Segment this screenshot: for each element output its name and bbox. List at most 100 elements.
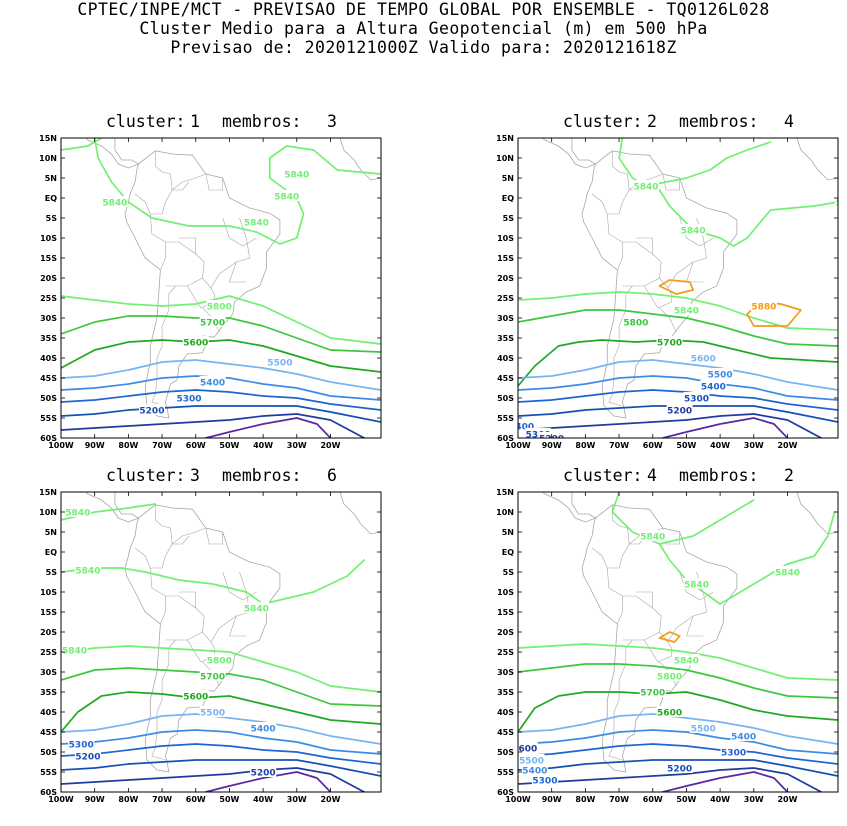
lat-tick-label: 25S — [497, 648, 514, 657]
contour-label: 5600 — [512, 745, 537, 755]
lat-tick-label: 10S — [497, 234, 514, 243]
lon-tick-label: 30W — [744, 795, 764, 804]
geopotential-map: 5840 5840 5840 5840 5800 5700 5600 5500 5400 5300… — [39, 488, 382, 804]
map-content: 5840 5840 5840 5840 5880 5800 5700 5600 5500 5400… — [518, 138, 838, 441]
lat-tick-label: 45S — [40, 728, 57, 737]
cluster-label: cluster: — [106, 466, 186, 485]
contour-5200 — [61, 767, 366, 792]
contour-label: 5600 — [183, 693, 208, 703]
contour-label: 5840 — [244, 219, 269, 229]
contour-5500 — [518, 729, 838, 755]
contour-label: 5600 — [657, 709, 682, 719]
contour-label: 5700 — [640, 689, 665, 699]
contour-5840 — [611, 492, 755, 545]
africa-coastline — [797, 138, 838, 181]
south-america-coastline — [124, 504, 281, 773]
country-border — [187, 277, 215, 309]
contour-label: 5840 — [284, 171, 309, 181]
lat-tick-label: 15N — [496, 134, 514, 143]
contour-5880 — [658, 279, 695, 295]
africa-coastline — [340, 492, 381, 535]
contour-5100 — [661, 771, 789, 792]
lon-tick-label: 20W — [320, 441, 340, 450]
lat-tick-label: 15S — [40, 254, 57, 263]
contour-label: 5840 — [633, 183, 658, 193]
lat-tick-label: 5S — [46, 214, 58, 223]
contour-label-bg — [656, 706, 683, 717]
contour-5840 — [61, 559, 366, 605]
country-border — [591, 193, 608, 215]
lat-tick-label: 10S — [497, 588, 514, 597]
contour-label: 5840 — [244, 605, 269, 615]
contour-5840 — [93, 138, 381, 245]
country-border — [644, 277, 672, 309]
contour-5840 — [61, 138, 103, 151]
map-content: 5840584058405840580057005600550054005300… — [512, 492, 838, 792]
contour-label: 5600 — [691, 355, 716, 365]
lon-tick-label: 40W — [253, 795, 273, 804]
lat-tick-label: 60S — [40, 788, 57, 797]
lon-tick-label: 30W — [744, 441, 764, 450]
contour-label-bg — [666, 762, 693, 773]
country-border — [178, 591, 196, 608]
contour-label: 5300 — [526, 431, 551, 441]
contour-label-bg — [639, 530, 666, 541]
contour-5840 — [518, 643, 838, 681]
contour-5400 — [61, 389, 381, 411]
lat-tick-label: 15N — [496, 488, 514, 497]
contour-label: 5880 — [751, 303, 776, 313]
lat-tick-label: EQ — [45, 194, 57, 203]
lat-tick-label: 5N — [45, 528, 57, 537]
contour-label-bg — [531, 774, 558, 785]
contour-label-bg — [656, 670, 683, 681]
contour-label-bg — [750, 300, 777, 311]
country-border — [228, 615, 247, 637]
lat-tick-label: 55S — [40, 414, 57, 423]
contour-label-bg — [182, 336, 209, 347]
central-america-coastline — [542, 492, 597, 523]
lat-tick-label: 30S — [40, 314, 57, 323]
contour-label-bg — [518, 754, 545, 765]
cluster-number: 3 — [190, 466, 200, 485]
lon-tick-label: 80W — [118, 441, 138, 450]
contour-label-bg — [673, 654, 700, 665]
contour-label-bg — [250, 722, 277, 733]
lat-tick-label: 25S — [497, 294, 514, 303]
contour-label-bg — [707, 368, 734, 379]
lat-tick-label: 20S — [497, 274, 514, 283]
contour-label-bg — [690, 722, 717, 733]
contour-label: 5400 — [731, 733, 756, 743]
lon-tick-label: 30W — [287, 795, 307, 804]
contour-label: 5800 — [623, 319, 648, 329]
members-label: membros: — [222, 112, 302, 131]
lat-tick-label: 40S — [40, 354, 57, 363]
contour-5300 — [61, 405, 381, 423]
lat-tick-label: 50S — [40, 394, 57, 403]
contour-label: 5400 — [701, 383, 726, 393]
contour-label: 5700 — [200, 673, 225, 683]
contour-label-bg — [206, 654, 233, 665]
contour-label-bg — [683, 578, 710, 589]
contour-label-bg — [64, 506, 91, 517]
contour-label: 5300 — [69, 741, 94, 751]
country-border — [222, 571, 257, 601]
contour-label-bg — [622, 316, 649, 327]
contour-5100 — [204, 417, 332, 438]
lat-tick-label: 35S — [40, 334, 57, 343]
lat-tick-label: 30S — [497, 314, 514, 323]
lat-tick-label: 50S — [497, 394, 514, 403]
lon-tick-label: 100W — [505, 441, 531, 450]
lat-tick-label: 45S — [497, 374, 514, 383]
contour-label: 5500 — [200, 709, 225, 719]
header-title: CPTEC/INPE/MCT - PREVISAO DE TEMPO GLOBA… — [77, 0, 770, 19]
country-border — [635, 591, 653, 608]
country-border — [151, 639, 176, 761]
country-border — [134, 547, 151, 569]
contour-5500 — [518, 375, 838, 401]
lat-tick-label: 15S — [497, 608, 514, 617]
contour-label-bg — [182, 690, 209, 701]
contour-label: 5400 — [522, 767, 547, 777]
lon-tick-label: 80W — [575, 795, 595, 804]
geopotential-map: 5840 5840 5840 5840 5880 5800 5700 5600 5500 5400… — [496, 134, 839, 450]
lat-tick-label: 55S — [497, 768, 514, 777]
